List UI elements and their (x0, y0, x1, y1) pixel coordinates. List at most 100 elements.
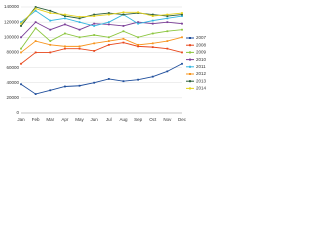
legend-marker (189, 73, 191, 75)
point-marker (107, 40, 110, 42)
y-tick-label: 0 (16, 110, 19, 115)
legend-label: 2013 (196, 78, 207, 83)
point-marker (137, 22, 139, 25)
point-marker (64, 13, 66, 16)
point-marker (49, 28, 52, 31)
point-marker (78, 47, 81, 50)
point-marker (181, 15, 183, 17)
point-marker (122, 37, 125, 40)
series-line (20, 27, 183, 49)
point-marker (151, 75, 154, 78)
y-tick-label: 40000 (6, 80, 19, 85)
point-marker (107, 23, 110, 26)
x-tick-label: Jan (17, 117, 25, 122)
point-marker (78, 21, 81, 24)
x-tick-label: Dec (178, 117, 187, 122)
point-marker (107, 36, 110, 39)
legend-marker (189, 44, 191, 47)
legend-marker (189, 87, 191, 90)
point-marker (49, 12, 52, 14)
point-marker (122, 25, 125, 27)
legend-marker (189, 80, 191, 83)
point-marker (78, 17, 81, 20)
legend-label: 2009 (196, 50, 207, 55)
series-line (20, 42, 183, 65)
point-marker (107, 13, 110, 16)
legend-marker (189, 51, 191, 54)
point-marker (122, 80, 125, 83)
point-marker (151, 32, 154, 35)
point-marker (34, 51, 37, 54)
point-marker (34, 93, 37, 95)
point-marker (122, 30, 125, 33)
legend-marker (189, 58, 191, 61)
x-tick-label: Sep (134, 117, 143, 122)
point-marker (64, 23, 66, 26)
x-tick-label: Jul (106, 117, 112, 122)
y-tick-label: 20000 (6, 95, 19, 100)
legend-label: 2008 (196, 42, 207, 47)
point-marker (107, 43, 110, 46)
y-tick-label: 60000 (6, 65, 19, 70)
point-marker (64, 17, 66, 20)
point-marker (20, 21, 22, 24)
series-line (20, 10, 183, 27)
point-marker (78, 45, 81, 48)
point-marker (93, 22, 96, 25)
point-marker (107, 12, 110, 14)
point-marker (49, 9, 52, 12)
point-marker (166, 17, 169, 20)
series-line (20, 8, 183, 24)
legend-label: 2011 (196, 64, 206, 69)
point-marker (93, 81, 96, 84)
point-marker (181, 51, 183, 54)
point-marker (181, 13, 183, 16)
series-line (20, 36, 183, 53)
x-tick-label: Mar (46, 117, 54, 122)
point-marker (151, 46, 154, 49)
point-marker (20, 51, 22, 54)
legend-marker (189, 65, 191, 68)
point-marker (64, 85, 66, 88)
point-marker (151, 19, 154, 22)
point-marker (64, 47, 66, 50)
point-marker (49, 19, 52, 22)
point-marker (122, 13, 125, 16)
point-marker (166, 21, 169, 24)
x-tick-label: May (75, 117, 84, 122)
point-marker (151, 15, 154, 17)
point-marker (64, 15, 66, 17)
point-marker (34, 21, 37, 24)
point-marker (166, 70, 169, 73)
y-tick-label: 100000 (4, 34, 20, 39)
point-marker (93, 13, 96, 16)
point-marker (122, 41, 125, 44)
point-marker (20, 62, 22, 65)
chart: 0 20000 40000 60000 80000 100000 120000 140000 J… (4, 4, 207, 122)
point-marker (181, 12, 183, 14)
point-marker (93, 50, 96, 52)
point-marker (93, 15, 96, 17)
y-tick-label: 80000 (6, 50, 19, 55)
point-marker (34, 9, 37, 12)
point-marker (20, 25, 22, 27)
point-marker (166, 40, 169, 42)
point-marker (151, 22, 154, 25)
point-marker (64, 32, 66, 35)
point-marker (107, 21, 110, 24)
point-marker (137, 21, 139, 24)
point-marker (107, 78, 110, 80)
point-marker (93, 42, 96, 45)
point-marker (34, 6, 37, 8)
point-marker (137, 36, 139, 39)
point-marker (122, 11, 125, 14)
point-marker (137, 78, 139, 81)
point-marker (137, 11, 139, 14)
legend-label: 2007 (196, 35, 207, 40)
series-line (20, 63, 183, 95)
point-marker (49, 40, 52, 42)
point-marker (78, 84, 81, 87)
point-marker (137, 45, 139, 48)
point-marker (49, 43, 52, 46)
legend-label: 2010 (196, 57, 207, 62)
